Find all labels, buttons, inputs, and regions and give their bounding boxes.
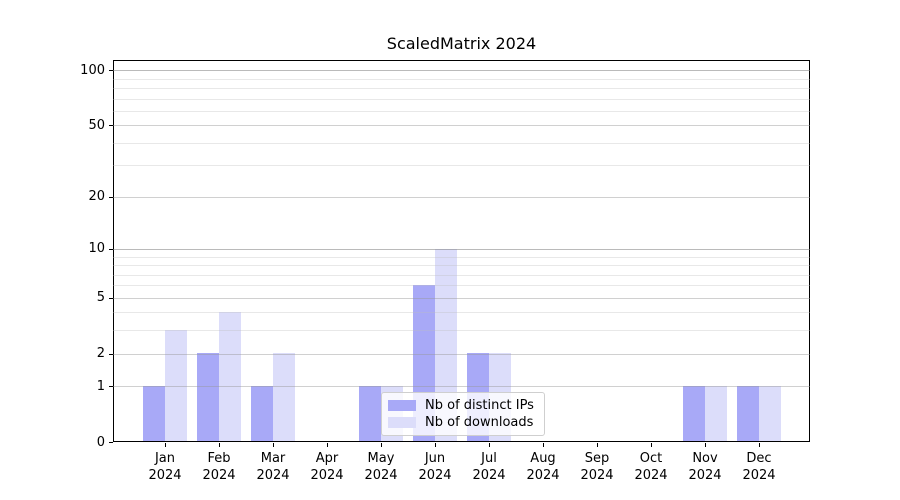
y-tick-label: 100 (80, 62, 105, 78)
x-tick-label: Nov 2024 (688, 451, 722, 483)
y-tick-label: 50 (88, 117, 105, 133)
major-gridline (113, 297, 810, 299)
x-tick-mark (597, 443, 598, 447)
major-gridline (113, 196, 810, 198)
bar-distinct-ips (683, 386, 705, 442)
x-tick-mark (759, 443, 760, 447)
y-tick-mark (109, 386, 113, 388)
x-tick-mark (705, 443, 706, 447)
minor-gridline (113, 142, 810, 144)
bar-downloads (705, 386, 727, 442)
x-tick-mark (381, 443, 382, 447)
bar-downloads (219, 312, 241, 442)
y-tick-label: 10 (88, 241, 105, 257)
x-tick-label: Jun 2024 (418, 451, 452, 483)
x-tick-label: Apr 2024 (310, 451, 344, 483)
minor-gridline (113, 165, 810, 167)
minor-gridline (113, 312, 810, 314)
x-tick-mark (435, 443, 436, 447)
x-tick-label: May 2024 (364, 451, 398, 483)
bar-distinct-ips (737, 386, 759, 442)
legend-swatch (388, 417, 416, 429)
y-tick-mark (109, 442, 113, 443)
y-tick-label: 0 (96, 434, 105, 450)
minor-gridline (113, 78, 810, 80)
y-tick-label: 1 (96, 378, 105, 394)
minor-gridline (113, 274, 810, 276)
y-tick-mark (109, 196, 113, 198)
major-gridline (113, 386, 810, 388)
bar-downloads (165, 330, 187, 442)
x-tick-mark (651, 443, 652, 447)
chart-title: ScaledMatrix 2024 (386, 34, 537, 53)
x-tick-label: Mar 2024 (256, 451, 290, 483)
minor-gridline (113, 98, 810, 100)
x-tick-label: Sep 2024 (580, 451, 614, 483)
bar-downloads (273, 353, 295, 442)
minor-gridline (113, 256, 810, 258)
legend: Nb of distinct IPs Nb of downloads (381, 392, 545, 436)
bar-distinct-ips (197, 353, 219, 442)
y-tick-mark (109, 70, 113, 72)
y-tick-label: 20 (88, 189, 105, 205)
legend-swatch (388, 399, 416, 411)
y-tick-mark (109, 353, 113, 355)
y-tick-mark (109, 125, 113, 127)
legend-label: Nb of downloads (425, 415, 534, 431)
major-gridline (113, 125, 810, 127)
y-tick-label: 5 (96, 290, 105, 306)
x-tick-label: Aug 2024 (526, 451, 560, 483)
minor-gridline (113, 330, 810, 332)
y-tick-mark (109, 248, 113, 250)
x-tick-mark (165, 443, 166, 447)
x-tick-mark (489, 443, 490, 447)
legend-entry: Nb of distinct IPs (388, 398, 538, 413)
bar-downloads (759, 386, 781, 442)
major-gridline (113, 248, 810, 250)
major-gridline (113, 353, 810, 355)
minor-gridline (113, 265, 810, 266)
y-tick-mark (109, 297, 113, 299)
minor-gridline (113, 285, 810, 287)
x-tick-label: Oct 2024 (634, 451, 668, 483)
minor-gridline (113, 88, 810, 89)
x-tick-label: Jul 2024 (472, 451, 506, 483)
legend-label: Nb of distinct IPs (425, 397, 534, 413)
minor-gridline (113, 110, 810, 112)
bar-distinct-ips (251, 386, 273, 442)
x-tick-label: Jan 2024 (148, 451, 182, 483)
x-tick-label: Dec 2024 (742, 451, 776, 483)
x-tick-label: Feb 2024 (202, 451, 236, 483)
x-tick-mark (273, 443, 274, 447)
x-tick-mark (543, 443, 544, 447)
bar-distinct-ips (143, 386, 165, 442)
legend-entry: Nb of downloads (388, 415, 538, 430)
major-gridline (113, 70, 810, 72)
x-tick-mark (327, 443, 328, 447)
bar-distinct-ips (359, 386, 381, 442)
x-tick-mark (219, 443, 220, 447)
y-tick-label: 2 (96, 346, 105, 361)
